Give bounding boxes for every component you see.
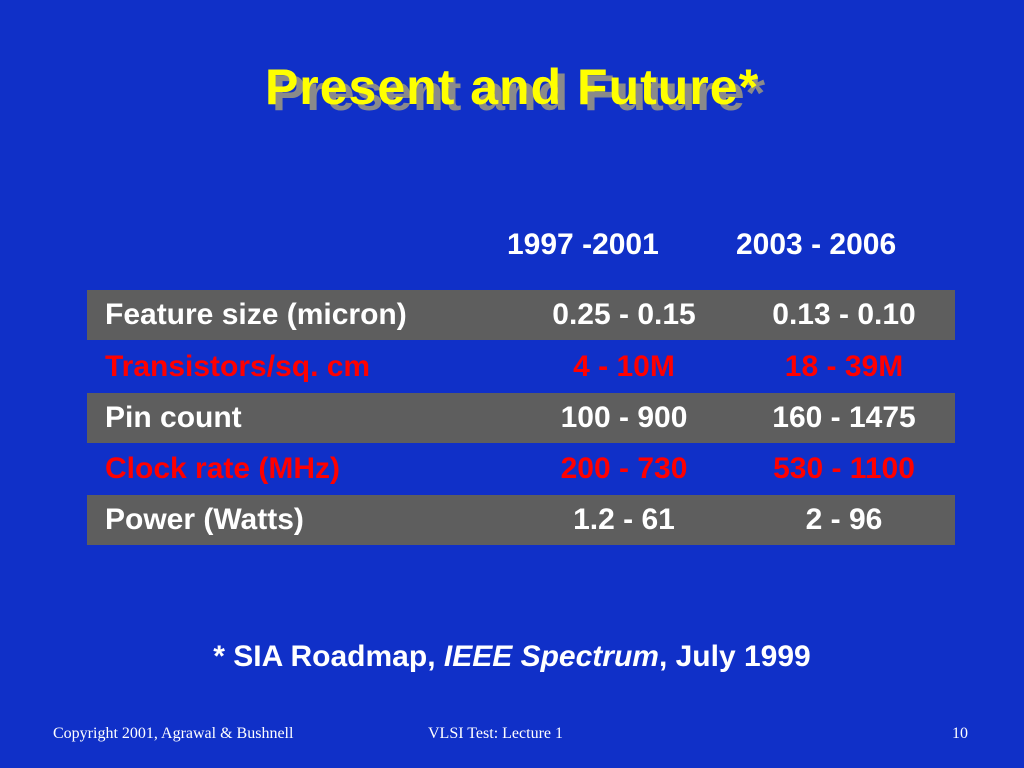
row-value-1997-2001: 1.2 - 61 — [573, 503, 675, 536]
row-label: Transistors/sq. cm — [105, 350, 371, 383]
source-note-prefix: * SIA Roadmap, — [213, 640, 444, 673]
slide-title: Present and Future* — [264, 59, 760, 115]
row-value-1997-2001: 0.25 - 0.15 — [552, 298, 696, 331]
table-row-pin-count: Pin count 100 - 900 160 - 1475 — [87, 393, 955, 443]
source-note-suffix: , July 1999 — [658, 640, 811, 673]
row-value-2003-2006: 530 - 1100 — [773, 452, 915, 485]
row-label: Clock rate (MHz) — [105, 452, 341, 485]
source-note-publication: IEEE Spectrum — [443, 640, 659, 673]
table-row-feature-size: Feature size (micron) 0.25 - 0.15 0.13 -… — [87, 290, 955, 340]
row-label: Power (Watts) — [105, 503, 304, 536]
row-value-2003-2006: 18 - 39M — [784, 350, 904, 383]
column-header-2003-2006: 2003 - 2006 — [736, 228, 897, 261]
footer-lecture: VLSI Test: Lecture 1 — [428, 725, 563, 742]
table-row-clock-rate: Clock rate (MHz) 200 - 730 530 - 1100 — [87, 444, 955, 494]
source-note: * SIA Roadmap, IEEE Spectrum, July 1999 — [0, 640, 1024, 674]
row-value-2003-2006: 0.13 - 0.10 — [772, 298, 916, 331]
row-value-1997-2001: 200 - 730 — [560, 452, 688, 485]
row-label: Pin count — [105, 401, 242, 434]
row-value-1997-2001: 100 - 900 — [560, 401, 688, 434]
row-value-1997-2001: 4 - 10M — [573, 350, 675, 383]
footer-page-number: 10 — [952, 725, 968, 742]
footer-copyright: Copyright 2001, Agrawal & Bushnell — [53, 725, 294, 742]
table-row-power: Power (Watts) 1.2 - 61 2 - 96 — [87, 495, 955, 545]
column-header-1997-2001: 1997 -2001 — [507, 228, 659, 261]
row-value-2003-2006: 160 - 1475 — [772, 401, 916, 434]
row-label: Feature size (micron) — [105, 298, 407, 331]
table-row-transistors: Transistors/sq. cm 4 - 10M 18 - 39M — [87, 342, 955, 392]
row-value-2003-2006: 2 - 96 — [805, 503, 883, 536]
